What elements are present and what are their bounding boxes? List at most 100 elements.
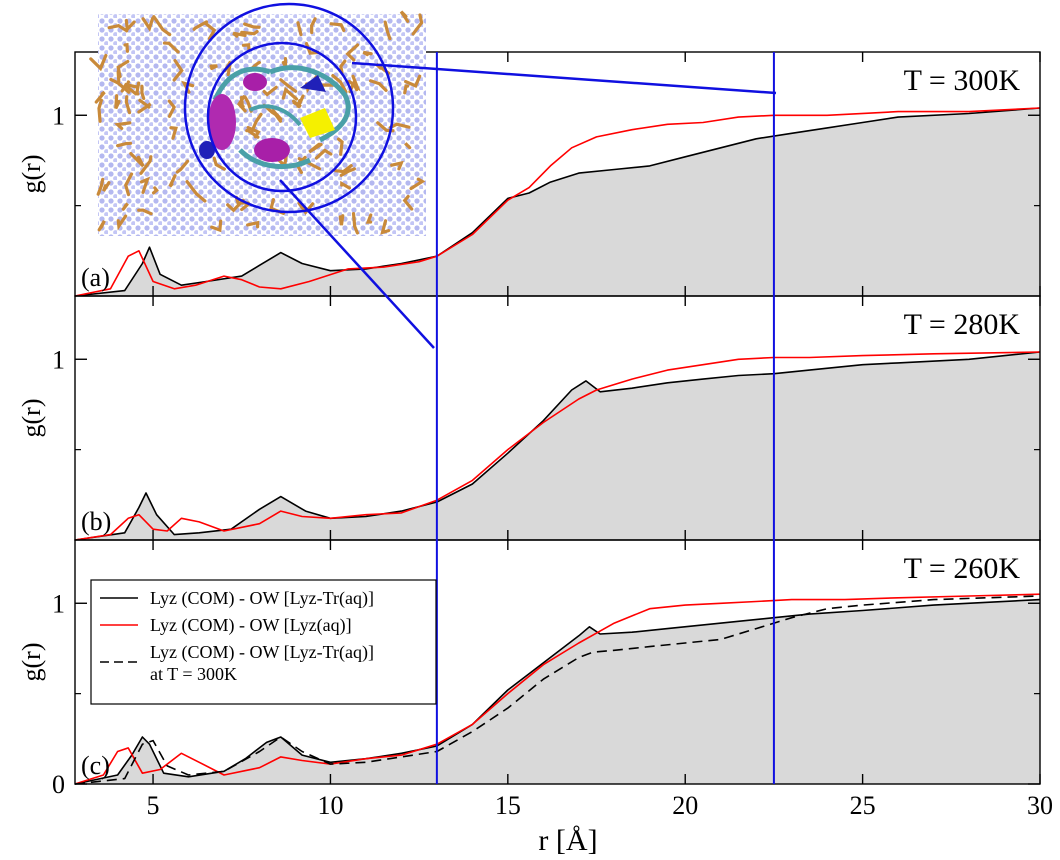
trehalose-stick (96, 177, 105, 196)
trehalose-stick (365, 213, 373, 224)
temperature-label: T = 300K (904, 64, 1021, 97)
trehalose-stick (129, 151, 145, 168)
x-tick-label: 30 (1027, 791, 1053, 820)
trehalose-stick (140, 84, 146, 101)
shell-inner-circle (183, 2, 395, 214)
panels-layer: 1g(r)T = 300K(a)1g(r)T = 280K(b)01g(r)T … (17, 51, 1041, 799)
trehalose-stick (241, 43, 251, 52)
trehalose-stick (109, 77, 131, 94)
panel-fill-area (75, 108, 1040, 296)
trehalose-stick (404, 142, 412, 150)
trehalose-stick (116, 69, 121, 83)
trehalose-stick (279, 78, 298, 93)
trehalose-stick (138, 98, 151, 109)
x-tick-label: 5 (147, 791, 160, 820)
trehalose-stick (210, 219, 223, 233)
trehalose-stick (402, 194, 414, 211)
panel-frame (74, 539, 1041, 785)
y-axis-label: g(r) (17, 399, 46, 438)
trehalose-stick (383, 20, 392, 41)
trehalose-stick (107, 23, 129, 33)
panel-label: (c) (81, 751, 110, 780)
legend-entry-1: Lyz (COM) - OW [Lyz-Tr(aq)] (150, 588, 374, 609)
trehalose-stick (411, 13, 424, 36)
trehalose-stick (409, 177, 426, 191)
trehalose-stick (212, 156, 226, 171)
trehalose-stick (404, 74, 422, 88)
trehalose-stick (339, 167, 357, 177)
trehalose-stick (388, 122, 411, 129)
trehalose-stick (338, 214, 345, 226)
trehalose-stick (137, 208, 153, 216)
trehalose-stick (399, 10, 410, 23)
x-tick-label: 15 (495, 791, 521, 820)
zoom-line-upper (351, 61, 777, 95)
trehalose-stick (403, 84, 410, 95)
trehalose-stick (121, 202, 129, 211)
trehalose-stick (114, 94, 121, 110)
trehalose-stick (124, 18, 136, 33)
trehalose-stick (116, 214, 128, 231)
trehalose-stick (226, 198, 245, 213)
trehalose-stick (192, 20, 209, 31)
trehalose-stick (362, 50, 373, 57)
trehalose-stick (97, 98, 103, 123)
trehalose-stick (243, 22, 261, 29)
trehalose-stick (239, 95, 245, 109)
zoom-line-lower (279, 179, 435, 349)
trehalose-stick (169, 126, 178, 140)
trehalose-sticks (89, 10, 426, 235)
trehalose-stick (114, 121, 132, 130)
trehalose-stick (120, 82, 138, 93)
y-tick-label: 0 (52, 770, 65, 799)
trehalose-stick (137, 102, 152, 114)
y-tick-label: 1 (52, 345, 65, 374)
trehalose-stick (185, 179, 207, 203)
legend-entry-3: Lyz (COM) - OW [Lyz-Tr(aq)] (150, 642, 374, 663)
trehalose-stick (296, 94, 305, 109)
trehalose-stick (246, 220, 260, 229)
legend-entry-2: Lyz (COM) - OW [Lyz(aq)] (150, 615, 352, 636)
trehalose-stick (232, 31, 247, 38)
legend-entry-3-line2: at T = 300K (150, 664, 237, 684)
trehalose-stick (340, 180, 352, 190)
trehalose-stick (296, 21, 303, 37)
trehalose-stick (124, 95, 132, 115)
trehalose-stick (240, 29, 259, 36)
trehalose-stick (345, 43, 360, 62)
trehalose-stick (297, 201, 315, 216)
x-tick-label: 10 (317, 791, 343, 820)
protein-cartoon-icon (199, 65, 351, 170)
trehalose-stick (336, 137, 344, 156)
trehalose-stick (314, 148, 333, 160)
trehalose-stick (351, 211, 359, 235)
x-axis-label: r [Å] (538, 824, 597, 857)
trehalose-stick (204, 21, 217, 41)
trehalose-stick (250, 112, 263, 134)
trehalose-stick (262, 85, 278, 97)
trehalose-stick (308, 142, 323, 154)
trehalose-stick (151, 186, 159, 195)
trehalose-stick (347, 74, 361, 92)
trehalose-stick (281, 86, 299, 101)
water-background (98, 14, 426, 236)
trehalose-stick (292, 99, 302, 109)
trehalose-stick (339, 59, 347, 75)
trehalose-stick (102, 181, 111, 192)
y-axis-label: g(r) (17, 643, 46, 682)
temperature-label: T = 260K (904, 552, 1021, 585)
trehalose-stick (333, 164, 353, 174)
trehalose-stick (124, 172, 134, 197)
trehalose-stick (380, 219, 391, 235)
shell-outer-circle (206, 41, 358, 193)
trehalose-stick (97, 219, 106, 232)
trehalose-stick (168, 174, 177, 188)
legend-box (90, 579, 437, 705)
trehalose-stick (329, 22, 346, 33)
trehalose-stick (94, 90, 106, 104)
temperature-label: T = 280K (904, 308, 1021, 341)
trehalose-stick (89, 53, 108, 72)
panel-0: 1g(r) T = 300K (a) (17, 51, 1041, 297)
x-tick-label: 25 (850, 791, 876, 820)
